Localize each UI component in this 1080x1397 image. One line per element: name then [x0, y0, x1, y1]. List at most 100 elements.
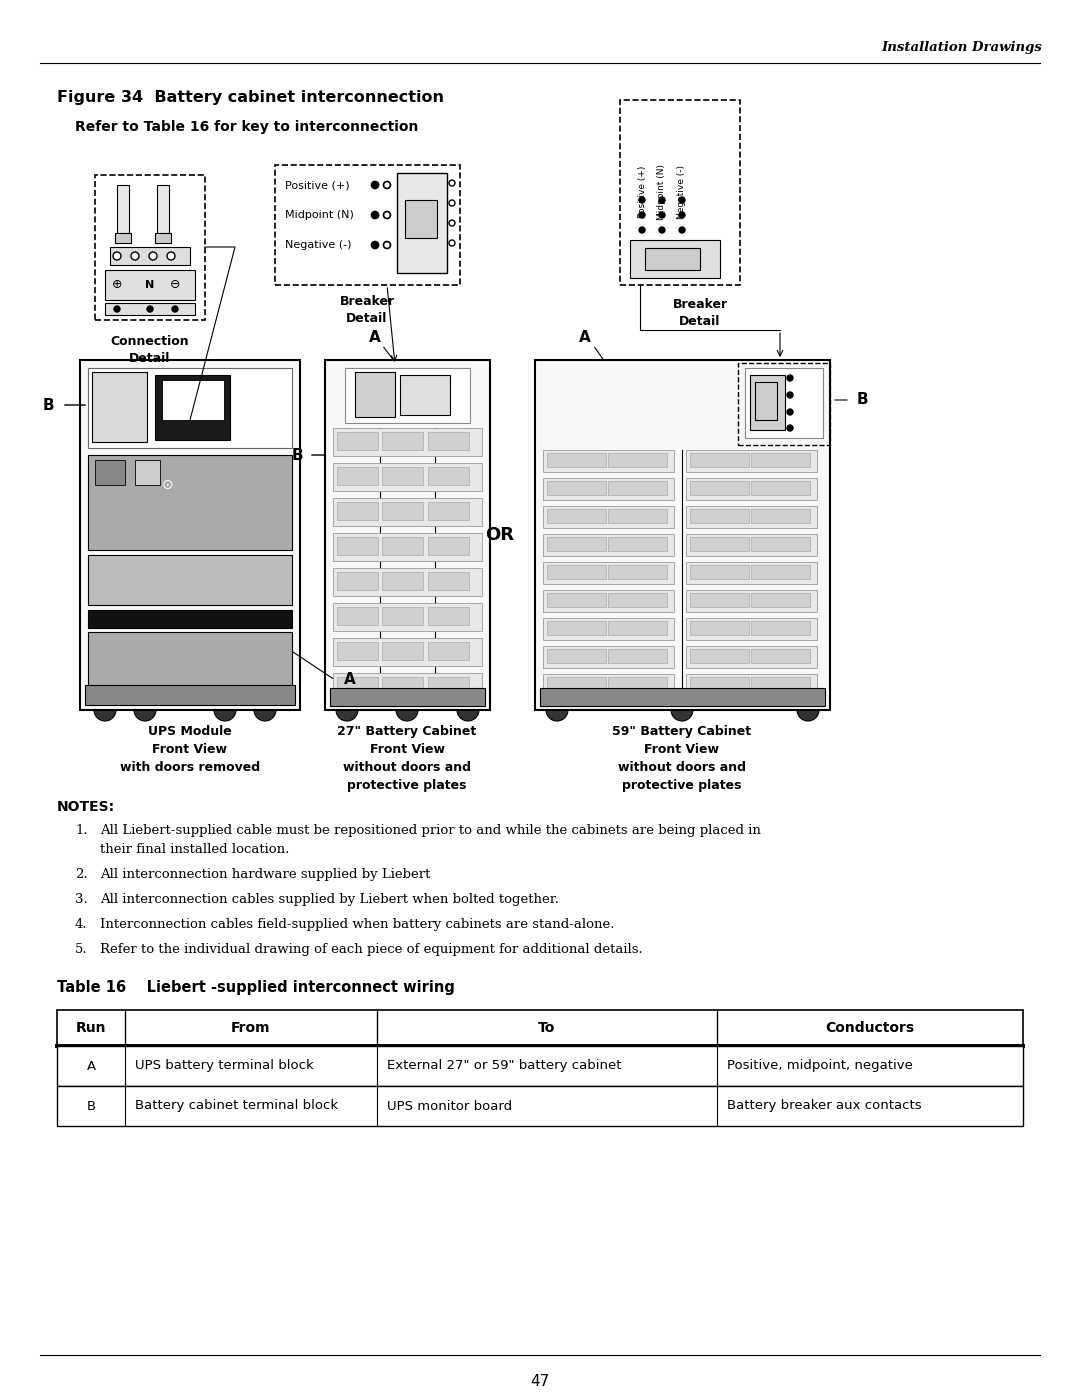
Bar [275, 165, 460, 285]
Circle shape [383, 211, 391, 218]
Bar [543, 645, 674, 668]
Bar [751, 453, 810, 467]
Bar [690, 509, 750, 522]
Bar [345, 367, 470, 423]
Bar [543, 506, 674, 528]
Bar [543, 534, 674, 556]
Text: All Liebert-supplied cable must be repositioned prior to and while the cabinets : All Liebert-supplied cable must be repos… [100, 824, 761, 837]
Bar [686, 590, 816, 612]
Bar [325, 360, 490, 710]
Text: Midpoint (N): Midpoint (N) [658, 163, 666, 219]
Text: OR: OR [486, 527, 514, 543]
Circle shape [383, 242, 391, 249]
Circle shape [659, 212, 665, 218]
Bar [157, 184, 168, 235]
Bar [546, 509, 606, 522]
Bar [751, 509, 810, 522]
Bar [686, 617, 816, 640]
Bar [608, 592, 667, 608]
Text: A: A [345, 672, 356, 687]
Text: A: A [579, 331, 591, 345]
Bar [543, 617, 674, 640]
Bar [608, 678, 667, 692]
Text: All interconnection hardware supplied by Liebert: All interconnection hardware supplied by… [100, 868, 430, 882]
Bar [114, 233, 131, 243]
Circle shape [449, 240, 455, 246]
Bar [117, 184, 129, 235]
Circle shape [113, 251, 121, 260]
Text: B: B [292, 447, 302, 462]
Bar [337, 467, 378, 485]
Text: Refer to the individual drawing of each piece of equipment for additional detail: Refer to the individual drawing of each … [100, 943, 643, 956]
Circle shape [679, 197, 685, 203]
Bar [337, 678, 378, 694]
Bar [608, 564, 667, 578]
Bar [333, 604, 482, 631]
Bar [686, 534, 816, 556]
Bar [686, 450, 816, 472]
Text: From: From [231, 1021, 271, 1035]
Bar [751, 536, 810, 550]
Bar [337, 432, 378, 450]
Bar [608, 453, 667, 467]
Bar [738, 363, 831, 446]
Bar [543, 590, 674, 612]
Bar [690, 481, 750, 495]
Bar [337, 643, 378, 659]
Bar [751, 650, 810, 664]
Circle shape [396, 698, 418, 721]
Bar [330, 687, 485, 705]
Text: ⊕: ⊕ [111, 278, 122, 292]
Circle shape [639, 212, 645, 218]
Bar [546, 592, 606, 608]
Circle shape [372, 182, 378, 189]
Circle shape [449, 180, 455, 186]
Bar [85, 685, 295, 705]
Bar [95, 460, 125, 485]
Bar [755, 381, 777, 420]
Bar [546, 678, 606, 692]
Text: UPS battery terminal block: UPS battery terminal block [135, 1059, 314, 1073]
Bar [540, 687, 825, 705]
Circle shape [172, 306, 178, 312]
Circle shape [372, 242, 378, 249]
Text: N: N [146, 279, 154, 291]
Circle shape [671, 698, 693, 721]
Bar [546, 481, 606, 495]
Text: Positive, midpoint, negative: Positive, midpoint, negative [727, 1059, 913, 1073]
Circle shape [639, 197, 645, 203]
Text: Breaker
Detail: Breaker Detail [339, 295, 394, 326]
Bar [87, 455, 292, 550]
Bar [382, 571, 423, 590]
Bar [608, 622, 667, 636]
Bar [57, 1085, 1023, 1126]
Text: 1.: 1. [75, 824, 87, 837]
Bar [546, 622, 606, 636]
Bar [686, 506, 816, 528]
Bar [92, 372, 147, 441]
Bar [690, 564, 750, 578]
Text: Positive (+): Positive (+) [637, 166, 647, 218]
Bar [355, 372, 395, 416]
Text: B: B [86, 1099, 95, 1112]
Bar [751, 678, 810, 692]
Text: Negative (-): Negative (-) [677, 165, 687, 219]
Text: Connection
Detail: Connection Detail [110, 335, 189, 365]
Text: Battery cabinet terminal block: Battery cabinet terminal block [135, 1099, 338, 1112]
Bar [57, 1010, 1023, 1046]
Text: NOTES:: NOTES: [57, 800, 116, 814]
Bar [428, 536, 469, 555]
Bar [382, 467, 423, 485]
Text: A: A [369, 331, 381, 345]
Bar [690, 678, 750, 692]
Bar [382, 432, 423, 450]
Circle shape [336, 698, 357, 721]
Circle shape [134, 698, 156, 721]
Bar [333, 497, 482, 527]
Bar [87, 610, 292, 629]
Text: Positive (+): Positive (+) [285, 180, 350, 190]
Bar [751, 481, 810, 495]
Bar [686, 673, 816, 696]
Circle shape [449, 219, 455, 226]
Bar [135, 460, 160, 485]
